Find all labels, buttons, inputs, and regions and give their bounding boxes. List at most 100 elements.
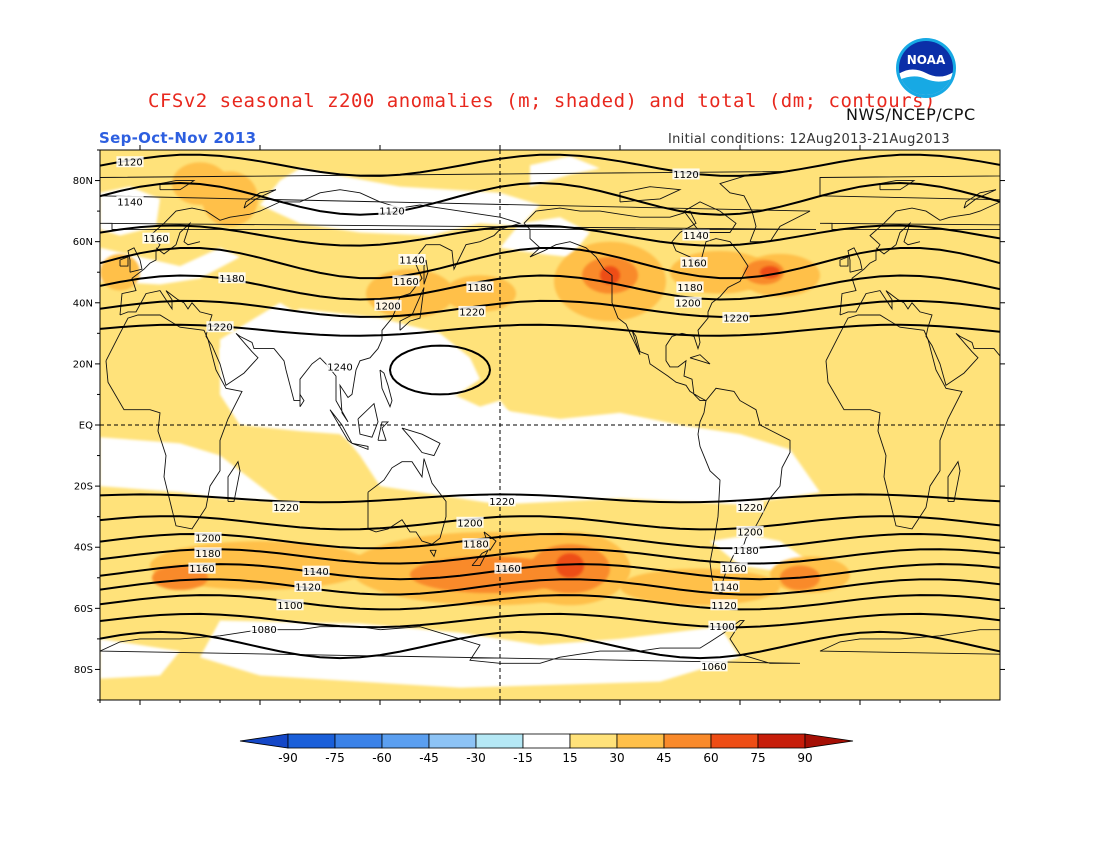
contour-label: 1220 xyxy=(459,307,484,318)
coastline xyxy=(299,392,305,407)
contour-label: 1100 xyxy=(709,622,734,633)
lat-label: 80S xyxy=(74,665,93,676)
height-contour xyxy=(100,181,1000,216)
colorbar-label: 60 xyxy=(703,751,718,765)
colorbar-bin xyxy=(710,733,759,749)
height-contour xyxy=(100,247,1000,280)
contour-label-bg xyxy=(276,599,304,611)
contour-label-bg xyxy=(682,229,710,241)
coastline xyxy=(105,314,243,530)
contour-label-bg xyxy=(736,525,764,537)
contour-label: 1200 xyxy=(675,298,700,309)
contour-label-bg xyxy=(374,299,402,311)
contour-label-bg xyxy=(116,156,144,168)
coastline xyxy=(155,221,201,255)
lat-label: EQ xyxy=(79,421,93,432)
contour-label: 1140 xyxy=(683,231,708,242)
contour-label: 1140 xyxy=(399,256,424,267)
contour-label: 1200 xyxy=(375,301,400,312)
coastline xyxy=(227,460,241,502)
contour-label: 1180 xyxy=(463,540,488,551)
height-contour xyxy=(388,344,492,396)
colorbar: -90 -75 -60 -45 -30 -15 15 30 45 60 75 90 xyxy=(239,733,854,765)
contour-label-bg xyxy=(116,195,144,207)
contour-label: 1220 xyxy=(723,314,748,325)
coastline xyxy=(825,314,963,530)
colorbar-bin xyxy=(287,733,336,749)
contour-label: 1140 xyxy=(117,197,142,208)
colorbar-label: 30 xyxy=(609,751,624,765)
colorbar-arrow-left xyxy=(239,733,289,749)
contour-label: 1160 xyxy=(721,564,746,575)
height-contour xyxy=(100,532,1000,550)
contour-label-bg xyxy=(732,544,760,556)
contour-label-bg xyxy=(194,547,222,559)
contour-label: 1120 xyxy=(117,158,142,169)
contour-label: 1180 xyxy=(733,546,758,557)
initial-conditions-label: Initial conditions: 12Aug2013-21Aug2013 xyxy=(668,132,950,147)
contour-label-bg xyxy=(302,565,330,577)
contour-label: 1080 xyxy=(251,625,276,636)
lat-label: 40N xyxy=(73,298,93,309)
contour-label: 1140 xyxy=(713,582,738,593)
lat-label: 40S xyxy=(74,543,93,554)
colorbar-bin xyxy=(663,733,712,749)
coastline xyxy=(875,221,921,255)
contour-label-bg xyxy=(488,495,516,507)
coastline xyxy=(357,402,379,438)
height-contour xyxy=(100,548,1000,565)
contour-label: 1180 xyxy=(677,283,702,294)
contour-label-bg xyxy=(672,168,700,180)
lat-label: 20N xyxy=(73,359,93,370)
contour-label: 1160 xyxy=(189,564,214,575)
contour-label-bg xyxy=(294,580,322,592)
contour-label-bg xyxy=(720,562,748,574)
contour-label: 1140 xyxy=(303,567,328,578)
contour-label: 1200 xyxy=(457,518,482,529)
colorbar-bin xyxy=(569,733,618,749)
colorbar-label: -30 xyxy=(466,751,486,765)
contour-label: 1240 xyxy=(327,362,352,373)
contour-label-bg xyxy=(326,360,354,372)
contour-label: 1120 xyxy=(295,582,320,593)
colorbar-bin xyxy=(522,733,571,749)
contour-label: 1220 xyxy=(489,497,514,508)
colorbar-bin xyxy=(616,733,665,749)
coastline xyxy=(100,620,801,664)
contour-label-bg xyxy=(494,562,522,574)
contour-label-bg xyxy=(218,272,246,284)
anomaly-area xyxy=(444,275,516,312)
coastline xyxy=(60,621,80,664)
contour-label-bg xyxy=(194,532,222,544)
map-title: CFSv2 seasonal z200 anomalies (m; shaded… xyxy=(148,90,936,112)
contour-label: 1200 xyxy=(737,527,762,538)
contour-label-bg xyxy=(700,660,728,672)
anomaly-area xyxy=(200,620,740,688)
height-contour xyxy=(100,630,1000,660)
colorbar-label: 45 xyxy=(656,751,671,765)
logo-text: NOAA xyxy=(907,53,946,67)
contour-label-bg xyxy=(674,296,702,308)
colorbar-bin xyxy=(475,733,524,749)
contour-label-bg xyxy=(142,232,170,244)
lat-label: 60N xyxy=(73,237,93,248)
height-contour xyxy=(100,493,1000,504)
contour-label: 1120 xyxy=(379,207,404,218)
height-contour xyxy=(100,563,1000,581)
colorbar-label: -15 xyxy=(513,751,533,765)
contour-label-bg xyxy=(458,305,486,317)
contour-labels: 1120 1140 1160 1180 1220 1120 1140 1160 1200 1180… xyxy=(116,156,764,673)
height-contour xyxy=(100,153,1000,177)
height-contour xyxy=(100,578,1000,596)
contour-label-bg xyxy=(392,275,420,287)
coastline xyxy=(351,442,369,451)
contour-label-bg xyxy=(188,562,216,574)
contour-label-bg xyxy=(272,501,300,513)
anomaly-area xyxy=(340,409,820,505)
contour-label: 1220 xyxy=(737,503,762,514)
contour-label-bg xyxy=(378,205,406,217)
colorbar-label: 75 xyxy=(750,751,765,765)
coastline xyxy=(819,222,1000,230)
height-contour xyxy=(100,323,1000,337)
colorbar-label: -45 xyxy=(419,751,439,765)
